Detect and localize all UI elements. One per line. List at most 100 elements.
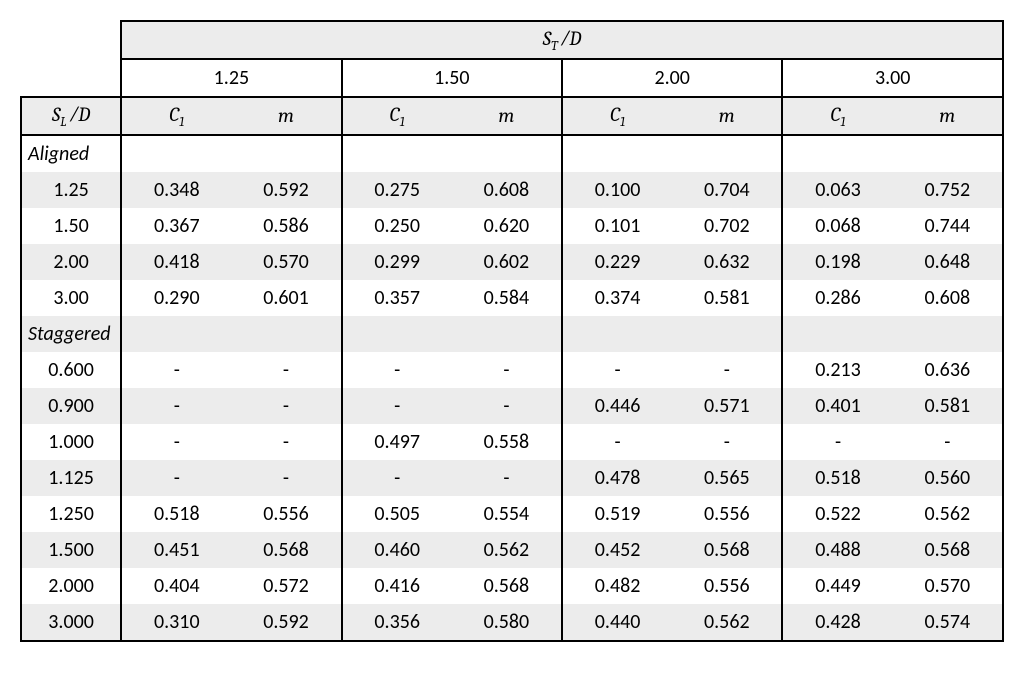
table-row: 1.125----0.4780.5650.5180.560 [21, 460, 1003, 496]
cell-c1: 0.198 [782, 244, 892, 280]
header-m-2: m [672, 97, 782, 135]
cell-m: - [452, 460, 562, 496]
table-row: 1.250.3480.5920.2750.6080.1000.7040.0630… [21, 172, 1003, 208]
cell-c1: 0.348 [121, 172, 231, 208]
section-blank [672, 316, 782, 352]
cell-c1: 0.374 [562, 280, 672, 316]
cell-m: 0.565 [672, 460, 782, 496]
cell-c1: 0.357 [342, 280, 452, 316]
cell-c1: 0.518 [121, 496, 231, 532]
section-blank [121, 316, 231, 352]
cell-m: - [231, 388, 341, 424]
section-blank [893, 316, 1003, 352]
cell-m: 0.581 [672, 280, 782, 316]
cell-c1: 0.488 [782, 532, 892, 568]
cell-c1: 0.367 [121, 208, 231, 244]
cell-m: 0.602 [452, 244, 562, 280]
cell-c1: 0.518 [782, 460, 892, 496]
cell-m: 0.592 [231, 172, 341, 208]
cell-c1: 0.100 [562, 172, 672, 208]
cell-m: 0.752 [893, 172, 1003, 208]
cell-c1: 0.460 [342, 532, 452, 568]
row-label: 3.000 [21, 604, 121, 641]
row-label: 2.00 [21, 244, 121, 280]
cell-m: - [231, 352, 341, 388]
cell-m: 0.586 [231, 208, 341, 244]
cell-c1: 0.482 [562, 568, 672, 604]
table-row: 0.900----0.4460.5710.4010.581 [21, 388, 1003, 424]
header-c1-2: C1 [562, 97, 672, 135]
cell-m: 0.562 [672, 604, 782, 641]
cell-m: 0.592 [231, 604, 341, 641]
cell-m: 0.556 [672, 496, 782, 532]
cell-m: 0.636 [893, 352, 1003, 388]
header-group-1.50: 1.50 [342, 59, 562, 97]
cell-m: 0.744 [893, 208, 1003, 244]
cell-m: 0.632 [672, 244, 782, 280]
cell-m: 0.574 [893, 604, 1003, 641]
cell-c1: - [562, 424, 672, 460]
cell-c1: 0.418 [121, 244, 231, 280]
section-blank [231, 316, 341, 352]
cell-c1: 0.416 [342, 568, 452, 604]
section-blank [562, 316, 672, 352]
cell-m: 0.620 [452, 208, 562, 244]
table-row: 0.600------0.2130.636 [21, 352, 1003, 388]
header-c1-3: C1 [782, 97, 892, 135]
row-label: 2.000 [21, 568, 121, 604]
cell-c1: 0.449 [782, 568, 892, 604]
cell-m: 0.560 [893, 460, 1003, 496]
section-blank [342, 316, 452, 352]
cell-c1: 0.250 [342, 208, 452, 244]
header-c1-0: C1 [121, 97, 231, 135]
header-st-over-d: ST /D [121, 21, 1003, 59]
header-group-1.25: 1.25 [121, 59, 341, 97]
cell-c1: 0.290 [121, 280, 231, 316]
cell-c1: 0.451 [121, 532, 231, 568]
cell-m: 0.572 [231, 568, 341, 604]
cell-c1: - [342, 352, 452, 388]
corner-blank [21, 21, 121, 59]
cell-c1: 0.299 [342, 244, 452, 280]
cell-m: 0.568 [452, 568, 562, 604]
cell-m: 0.584 [452, 280, 562, 316]
section-blank [562, 135, 672, 172]
cell-c1: 0.310 [121, 604, 231, 641]
cell-c1: - [782, 424, 892, 460]
cell-c1: 0.519 [562, 496, 672, 532]
section-blank [121, 135, 231, 172]
row-label: 0.600 [21, 352, 121, 388]
table-row: 2.000.4180.5700.2990.6020.2290.6320.1980… [21, 244, 1003, 280]
cell-m: 0.601 [231, 280, 341, 316]
cell-c1: 0.428 [782, 604, 892, 641]
cell-m: 0.608 [452, 172, 562, 208]
header-m-0: m [231, 97, 341, 135]
cell-m: 0.702 [672, 208, 782, 244]
cell-m: 0.558 [452, 424, 562, 460]
cell-c1: 0.068 [782, 208, 892, 244]
row-label: 0.900 [21, 388, 121, 424]
section-blank [342, 135, 452, 172]
section-label-aligned: Aligned [21, 135, 121, 172]
table-row: 2.0000.4040.5720.4160.5680.4820.5560.449… [21, 568, 1003, 604]
section-blank [893, 135, 1003, 172]
cell-m: - [893, 424, 1003, 460]
row-label: 1.000 [21, 424, 121, 460]
header-m-3: m [893, 97, 1003, 135]
table-row: 1.500.3670.5860.2500.6200.1010.7020.0680… [21, 208, 1003, 244]
section-blank [782, 316, 892, 352]
cell-m: 0.568 [231, 532, 341, 568]
row-label: 1.50 [21, 208, 121, 244]
section-blank [231, 135, 341, 172]
cell-m: 0.568 [672, 532, 782, 568]
cell-c1: 0.101 [562, 208, 672, 244]
cell-m: 0.704 [672, 172, 782, 208]
table-row: 3.000.2900.6010.3570.5840.3740.5810.2860… [21, 280, 1003, 316]
cell-c1: 0.286 [782, 280, 892, 316]
cell-m: 0.562 [893, 496, 1003, 532]
cell-c1: - [121, 388, 231, 424]
table-row: 1.000--0.4970.558---- [21, 424, 1003, 460]
row-label: 1.125 [21, 460, 121, 496]
cell-m: - [672, 424, 782, 460]
table-row: 3.0000.3100.5920.3560.5800.4400.5620.428… [21, 604, 1003, 641]
